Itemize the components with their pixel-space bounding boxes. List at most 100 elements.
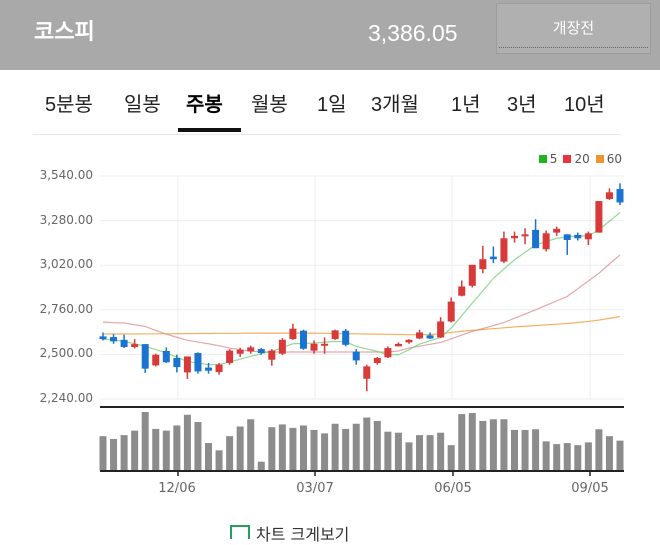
tab-3month[interactable]: 3개월 [371, 94, 419, 116]
tab-1day[interactable]: 1일 [317, 94, 347, 116]
candlestick-chart[interactable] [0, 0, 660, 530]
ma60-line [103, 315, 621, 336]
volume-bar [278, 424, 286, 470]
legend-swatch-icon [563, 155, 572, 163]
candle-up [394, 343, 402, 347]
tab-weekly[interactable]: 주봉 [186, 94, 223, 116]
volume-bar [479, 420, 487, 470]
volume-bar [183, 414, 191, 470]
x-tick-label: 03/07 [296, 481, 334, 496]
candle-down [120, 339, 128, 348]
candle-down [99, 336, 107, 340]
volume-bar [331, 423, 339, 470]
tab-1year[interactable]: 1년 [451, 94, 481, 116]
candle-down [532, 229, 540, 249]
y-tick-label: 3,020.00 [39, 257, 93, 271]
volume-bar [299, 425, 307, 470]
candle-up [215, 364, 223, 373]
x-tick-label: 06/05 [434, 481, 472, 496]
candle-down [162, 350, 170, 363]
candle-up [278, 339, 286, 354]
volume-bar [120, 435, 128, 470]
volume-bar [247, 419, 255, 470]
candle-up [310, 343, 318, 351]
volume-bar [162, 430, 170, 470]
y-tick-label: 2,500.00 [39, 346, 93, 360]
candle-down [257, 349, 265, 354]
candle-up [131, 344, 139, 348]
candle-down [299, 330, 307, 349]
candle-down [194, 353, 202, 372]
legend-ma5: 5 [538, 152, 558, 166]
candle-up [152, 354, 160, 366]
volume-bar [226, 436, 234, 470]
tab-5min[interactable]: 5분봉 [45, 94, 93, 116]
y-tick-label: 2,240.00 [39, 391, 93, 405]
volume-bar [99, 436, 107, 470]
tab-daily[interactable]: 일봉 [124, 94, 161, 116]
volume-bar [268, 427, 276, 470]
volume-bar [405, 442, 413, 470]
market-status-button[interactable]: 개장전 [496, 3, 651, 54]
enlarge-chart-link[interactable]: 차트 크게보기 [230, 521, 349, 545]
candle-down [616, 189, 624, 203]
expand-icon [230, 525, 250, 539]
legend-swatch-icon [595, 155, 604, 163]
candle-up [236, 349, 244, 354]
index-title: 코스피 [34, 20, 95, 45]
legend-label: 5 [549, 152, 558, 166]
header: 코스피 3,386.05 개장전 [0, 0, 660, 70]
tab-3year[interactable]: 3년 [507, 94, 537, 116]
candle-down [426, 335, 434, 339]
volume-bar [553, 444, 561, 470]
candle-down [110, 337, 118, 342]
volume-bar [257, 461, 265, 470]
ma5-line [102, 212, 621, 366]
volume-bar [384, 431, 392, 470]
volume-bar [352, 423, 360, 470]
volume-bar [437, 432, 445, 470]
x-tick-label: 12/06 [158, 481, 196, 496]
candle-up [605, 192, 613, 199]
candle-down [489, 256, 497, 260]
candle-up [247, 347, 255, 352]
candle-up [542, 233, 550, 250]
candle-up [437, 321, 445, 338]
y-tick-label: 3,540.00 [39, 168, 93, 182]
candle-up [584, 233, 592, 240]
candle-up [458, 286, 466, 296]
legend-ma60: 60 [595, 152, 622, 166]
volume-bar [489, 419, 497, 470]
x-tick-label: 09/05 [571, 481, 609, 496]
current-price: 3,386.05 [368, 20, 458, 46]
volume-bar [394, 432, 402, 470]
tab-10year[interactable]: 10년 [564, 94, 605, 116]
volume-bar [574, 445, 582, 470]
candle-up [479, 259, 487, 270]
legend-ma20: 20 [563, 152, 590, 166]
candle-down [141, 344, 149, 369]
y-tick-label: 3,280.00 [39, 213, 93, 227]
candle-up [405, 339, 413, 343]
y-tick-label: 2,760.00 [39, 302, 93, 316]
candle-down [352, 351, 360, 361]
legend-label: 60 [606, 152, 622, 166]
volume-bar [289, 427, 297, 470]
volume-bar [205, 443, 213, 470]
candle-up [183, 356, 191, 373]
volume-bar [110, 438, 118, 470]
tab-monthly[interactable]: 월봉 [251, 94, 288, 116]
volume-bar [584, 442, 592, 470]
candle-up [595, 201, 603, 233]
candle-down [574, 234, 582, 239]
period-tabs: 5분봉 일봉 주봉 월봉 1일 3개월 1년 3년 10년 [33, 84, 621, 135]
enlarge-chart-label: 차트 크게보기 [256, 525, 350, 544]
candle-up [510, 235, 518, 239]
volume-bar [521, 429, 529, 470]
volume-bar [510, 429, 518, 470]
volume-bar [468, 413, 476, 470]
volume-bar [236, 426, 244, 470]
volume-bar [563, 443, 571, 470]
candle-up [468, 264, 476, 286]
volume-bar [363, 417, 371, 470]
